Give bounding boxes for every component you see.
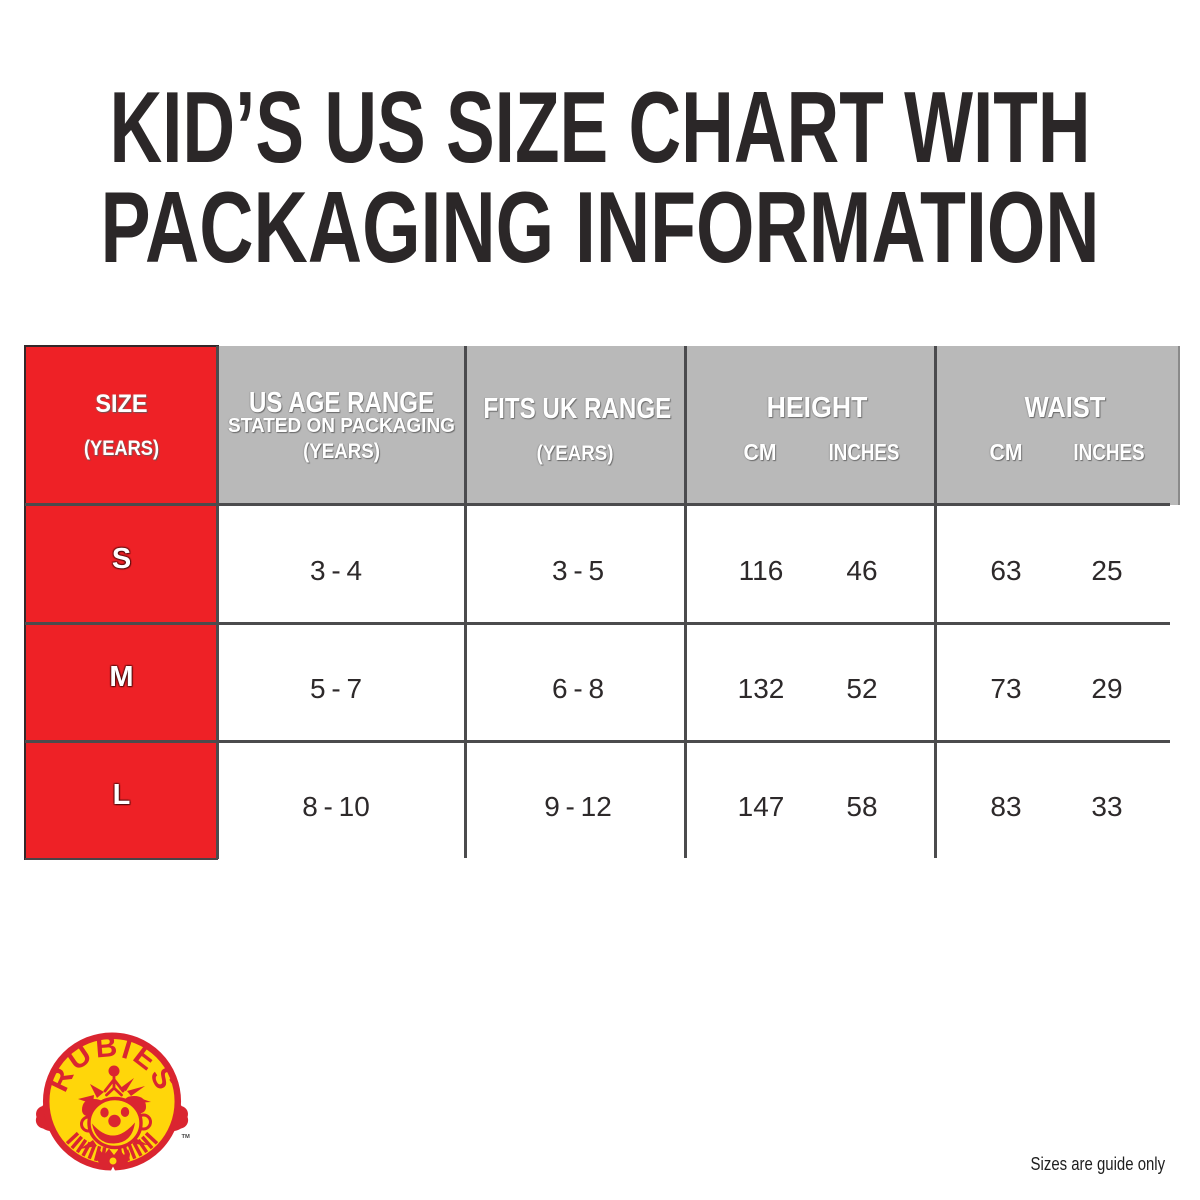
- svg-text:TM: TM: [182, 1134, 191, 1140]
